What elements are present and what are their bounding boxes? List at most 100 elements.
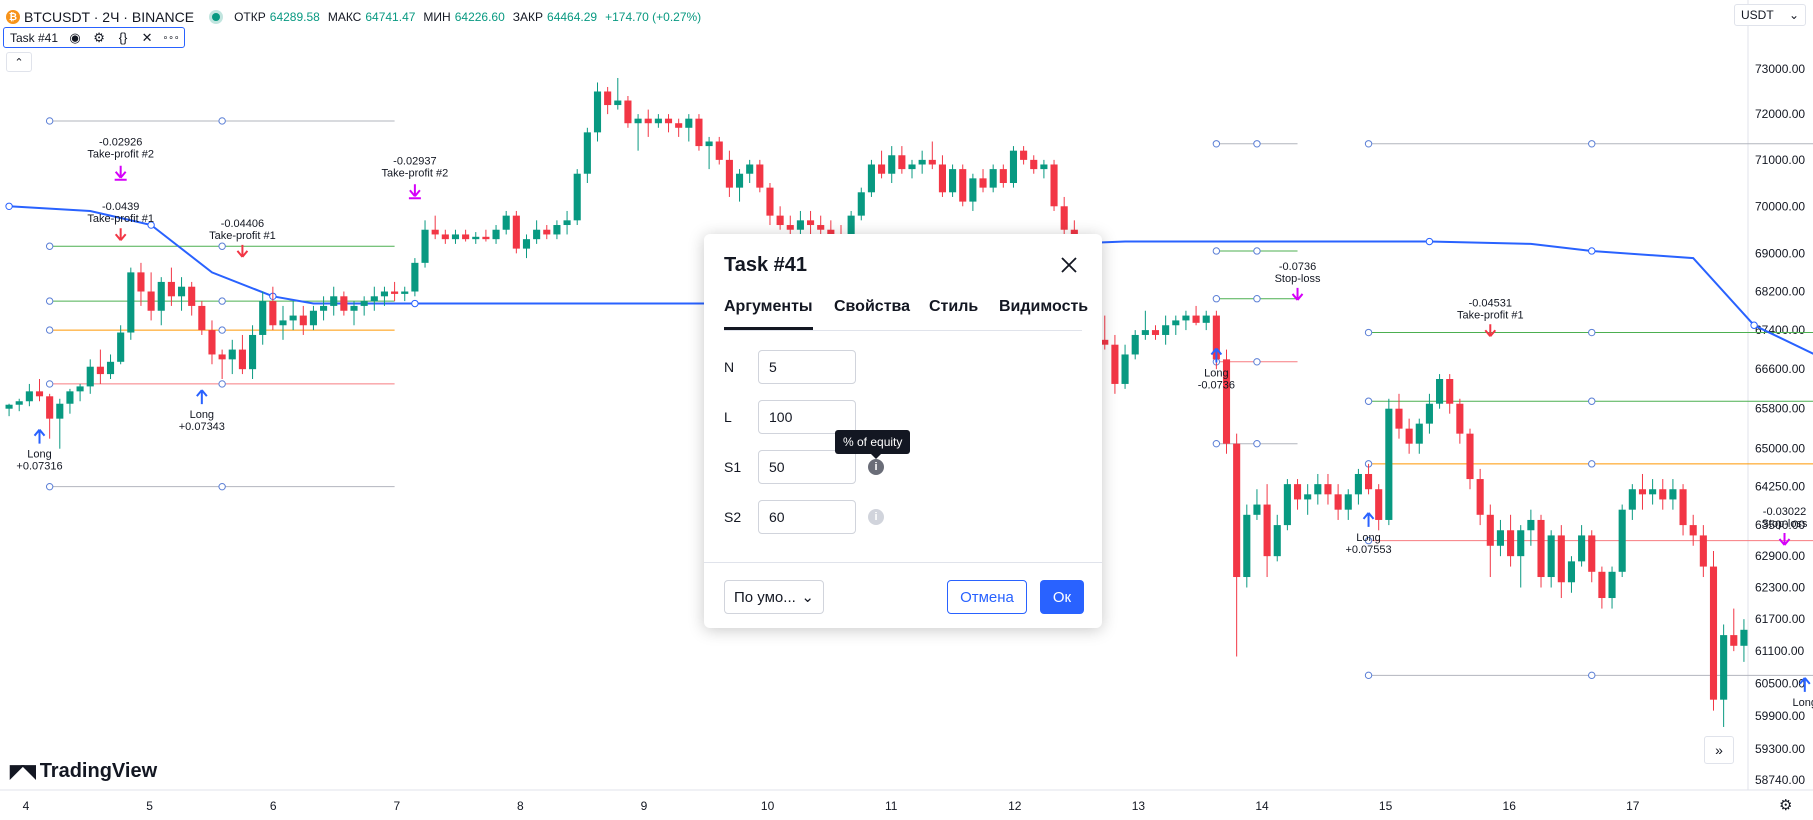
l-input[interactable] bbox=[758, 400, 856, 434]
candle-body bbox=[269, 301, 277, 326]
tab-visibility[interactable]: Видимость bbox=[999, 298, 1089, 315]
candle-body bbox=[735, 173, 744, 188]
candle-body bbox=[218, 354, 226, 360]
candle-body bbox=[259, 301, 267, 335]
equity-tooltip: % of equity bbox=[835, 430, 911, 459]
candle-body bbox=[1263, 504, 1271, 557]
candle-body bbox=[1111, 344, 1119, 384]
level-handle bbox=[45, 326, 54, 334]
defaults-dropdown[interactable]: По умо... ⌄ bbox=[724, 580, 824, 614]
candle-body bbox=[1709, 566, 1718, 700]
candle-body bbox=[675, 123, 683, 128]
candle-body bbox=[857, 192, 865, 216]
field-label-n: N bbox=[724, 359, 735, 375]
candle-body bbox=[1314, 484, 1322, 495]
candle-body bbox=[573, 173, 581, 221]
ok-button[interactable]: Ок bbox=[1040, 580, 1084, 614]
dialog-close-button[interactable] bbox=[1056, 252, 1082, 278]
x-tick-label: 13 bbox=[1132, 799, 1146, 813]
symbol-title[interactable]: BTCUSDT · 2Ч · BINANCE bbox=[24, 9, 195, 25]
x-tick-label: 10 bbox=[761, 799, 775, 813]
exit-pnl-label: -0.03022 bbox=[1763, 506, 1806, 518]
y-tick-label: 66600.00 bbox=[1755, 362, 1805, 376]
chevron-down-icon: ⌄ bbox=[801, 589, 814, 606]
candle-body bbox=[492, 229, 500, 240]
long-entry-arrow bbox=[33, 429, 46, 444]
candle-body bbox=[695, 118, 703, 147]
candle-body bbox=[1537, 519, 1545, 578]
candle-body bbox=[1131, 334, 1139, 355]
candle-body bbox=[330, 296, 338, 306]
exit-arrow bbox=[236, 244, 249, 258]
currency-selector[interactable]: USDT ⌄ bbox=[1734, 4, 1806, 26]
chart-settings-icon[interactable]: ⚙ bbox=[1779, 797, 1793, 814]
candle-body bbox=[1364, 473, 1373, 490]
collapse-legend-button[interactable]: ⌃ bbox=[6, 52, 32, 72]
cancel-button[interactable]: Отмена bbox=[947, 580, 1027, 614]
candle-body bbox=[949, 169, 957, 193]
candle-body bbox=[654, 118, 662, 124]
gear-icon[interactable]: ⚙ bbox=[93, 29, 105, 45]
s2-input[interactable] bbox=[758, 500, 856, 534]
candle-body bbox=[969, 178, 977, 202]
candle-body bbox=[938, 164, 946, 193]
x-tick-label: 12 bbox=[1008, 799, 1022, 813]
candle-body bbox=[1060, 206, 1068, 230]
candle-body bbox=[1040, 164, 1048, 170]
level-handle bbox=[1212, 295, 1221, 303]
y-tick-label: 67400.00 bbox=[1755, 323, 1805, 337]
level-handle bbox=[1364, 671, 1373, 680]
y-tick-label: 62900.00 bbox=[1755, 549, 1805, 563]
info-icon[interactable]: i bbox=[868, 459, 884, 475]
tab-arguments[interactable]: Аргументы bbox=[724, 298, 813, 330]
study-name[interactable]: Task #41 bbox=[10, 30, 59, 45]
info-icon[interactable]: i bbox=[868, 509, 884, 525]
more-icon[interactable]: ∘∘∘ bbox=[162, 32, 180, 42]
tradingview-logo[interactable]: ◤◥ TradingView bbox=[10, 760, 157, 783]
candle-body bbox=[1496, 530, 1504, 546]
chevron-down-icon: ⌄ bbox=[1788, 8, 1799, 22]
candle-body bbox=[1233, 443, 1241, 578]
n-input[interactable] bbox=[758, 350, 856, 384]
candle-body bbox=[989, 169, 997, 188]
y-tick-label: 62300.00 bbox=[1755, 581, 1805, 595]
level-handle bbox=[1253, 439, 1261, 448]
level-handle bbox=[218, 242, 226, 250]
candle-body bbox=[238, 349, 246, 370]
candle-body bbox=[908, 164, 916, 170]
candle-body bbox=[715, 141, 723, 160]
level-handle bbox=[1588, 397, 1596, 405]
trade-side-label: Long bbox=[1793, 697, 1813, 709]
y-tick-label: 60500.00 bbox=[1755, 676, 1805, 690]
scroll-to-realtime-button[interactable]: » bbox=[1704, 736, 1734, 764]
take-profit-label: Take-profit #2 bbox=[382, 167, 449, 179]
candle-body bbox=[380, 291, 389, 297]
exit-arrow bbox=[1291, 287, 1304, 301]
candle-body bbox=[512, 215, 520, 249]
candle-body bbox=[878, 164, 886, 174]
candle-body bbox=[614, 100, 622, 106]
chevron-up-icon: ⌃ bbox=[14, 56, 24, 69]
x-tick-label: 17 bbox=[1626, 799, 1640, 813]
close-label: ЗАКР bbox=[512, 10, 544, 24]
tab-properties[interactable]: Свойства bbox=[834, 298, 911, 315]
candle-body bbox=[1720, 635, 1728, 700]
eye-icon[interactable]: ◉ bbox=[69, 29, 81, 45]
tab-style[interactable]: Стиль bbox=[929, 298, 979, 315]
candle-body bbox=[431, 229, 439, 235]
low-value: 64226.60 bbox=[454, 10, 505, 24]
close-icon[interactable]: ✕ bbox=[141, 29, 153, 45]
y-tick-label: 68200.00 bbox=[1755, 285, 1805, 299]
candle-body bbox=[1618, 509, 1626, 572]
candle-body bbox=[1243, 514, 1251, 578]
study-legend[interactable]: Task #41 ◉ ⚙ {} ✕ ∘∘∘ bbox=[3, 27, 186, 48]
code-braces-icon[interactable]: {} bbox=[118, 30, 128, 45]
candle-body bbox=[786, 225, 794, 230]
y-tick-label: 73000.00 bbox=[1755, 62, 1805, 76]
candle-body bbox=[1283, 484, 1291, 526]
high-label: МАКС bbox=[327, 10, 362, 24]
candle-body bbox=[1101, 339, 1109, 345]
ma-handle bbox=[1588, 247, 1596, 255]
s1-input[interactable] bbox=[758, 450, 856, 484]
